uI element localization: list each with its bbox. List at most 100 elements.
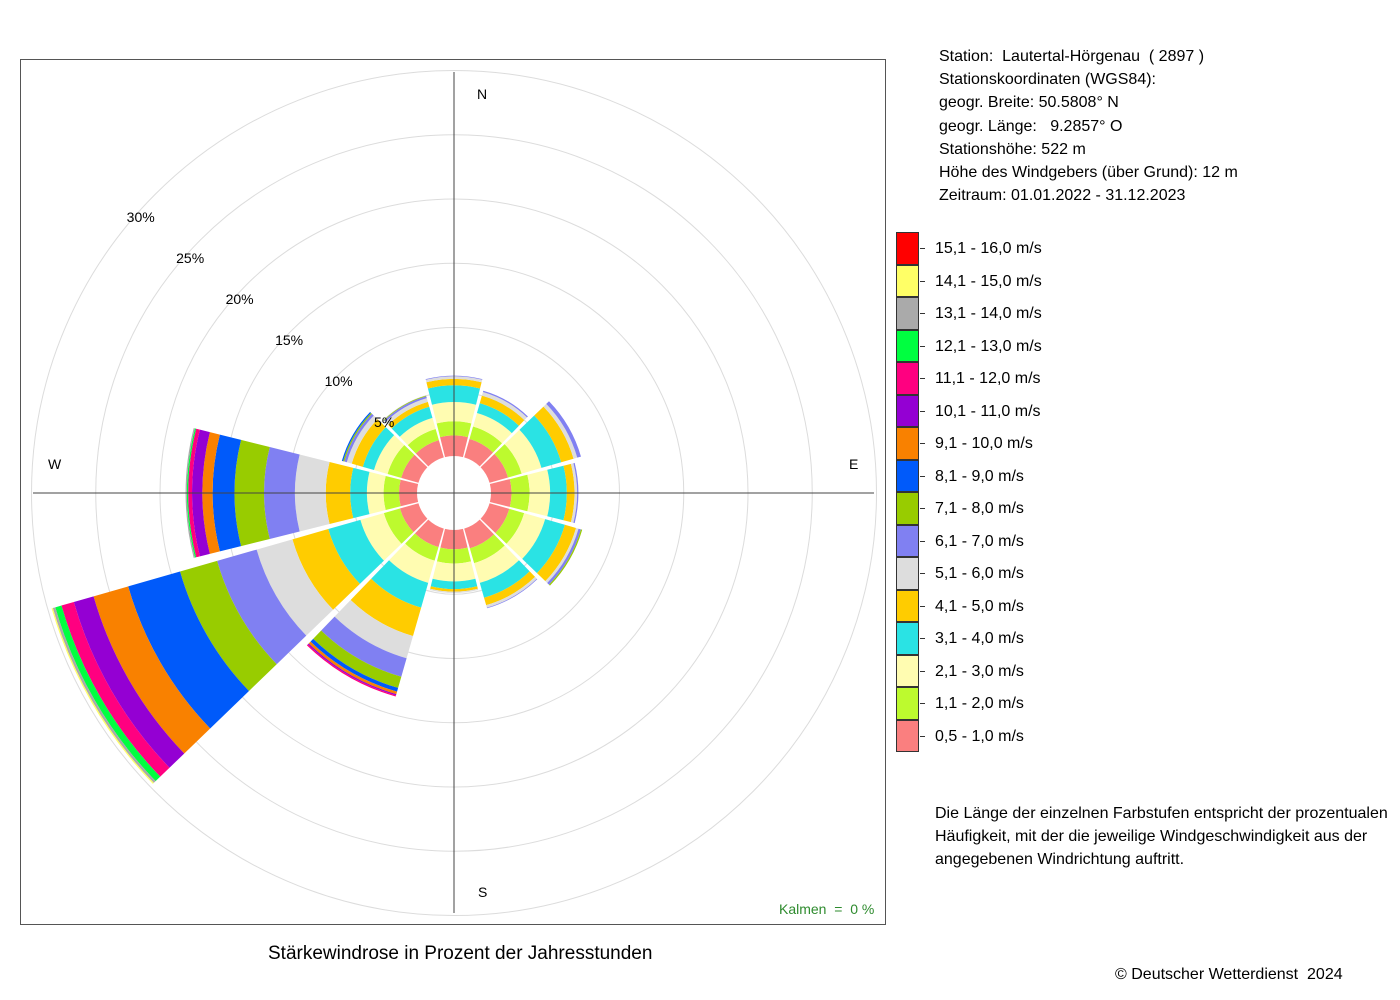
legend-tick xyxy=(920,540,925,542)
legend-tick xyxy=(920,508,925,509)
legend-swatch xyxy=(896,459,919,492)
rose-segment xyxy=(469,426,503,453)
rose-segment xyxy=(534,406,574,463)
rose-segment xyxy=(425,375,483,380)
ring-label: 20% xyxy=(225,290,254,307)
legend-item: 7,1 - 8,0 m/s xyxy=(896,492,1096,525)
legend-label: 4,1 - 5,0 m/s xyxy=(935,597,1024,615)
legend-tick xyxy=(920,703,925,704)
legend-item: 13,1 - 14,0 m/s xyxy=(896,297,1096,330)
legend-item: 2,1 - 3,0 m/s xyxy=(896,654,1096,687)
legend-tick xyxy=(920,605,925,607)
rose-segment xyxy=(474,545,519,583)
legend-label: 5,1 - 6,0 m/s xyxy=(935,565,1024,582)
legend-tick xyxy=(920,735,925,737)
rose-segment xyxy=(464,438,494,467)
rose-segment xyxy=(429,588,479,593)
rose-segment xyxy=(425,376,483,383)
rose-segment xyxy=(385,398,428,425)
station-info: Station: Lautertal-Hörgenau ( 2897 ) Sta… xyxy=(939,45,1238,207)
rose-segment xyxy=(73,596,185,768)
rose-segment xyxy=(480,453,509,483)
wind-rose-chart xyxy=(31,70,877,916)
legend-label: 1,1 - 2,0 m/s xyxy=(935,695,1024,712)
legend-item: 15,1 - 16,0 m/s xyxy=(896,232,1096,265)
legend-label: 0,5 - 1,0 m/s xyxy=(935,727,1024,745)
legend-label: 9,1 - 10,0 m/s xyxy=(935,435,1033,452)
station-line: Zeitraum: 01.01.2022 - 31.12.2023 xyxy=(939,187,1186,205)
rose-segment xyxy=(351,419,386,467)
rose-segment xyxy=(128,571,249,729)
calm-label: Kalmen = 0 % xyxy=(779,901,875,917)
legend-swatch xyxy=(896,687,919,720)
station-line: Stationskoordinaten (WGS84): xyxy=(939,71,1156,89)
legend-label: 10,1 - 11,0 m/s xyxy=(935,402,1041,420)
station-line: geogr. Breite: 50.5808° N xyxy=(939,94,1119,112)
rose-segment xyxy=(407,429,439,454)
legend-label: 6,1 - 7,0 m/s xyxy=(935,532,1024,550)
legend-tick xyxy=(920,638,925,639)
rose-segment xyxy=(391,406,433,437)
rose-segment xyxy=(495,508,525,544)
rose-segment xyxy=(292,529,360,610)
legend-tick xyxy=(920,313,925,314)
station-line: Stationshöhe: 522 m xyxy=(939,140,1086,158)
ring-label: 10% xyxy=(324,373,353,390)
legend-label: 13,1 - 14,0 m/s xyxy=(935,305,1042,322)
rose-segment xyxy=(389,543,435,583)
rose-segment xyxy=(185,428,195,558)
rose-segment xyxy=(61,602,170,777)
rose-segment xyxy=(360,513,402,561)
legend-swatch xyxy=(896,362,919,395)
ring-label: 5% xyxy=(374,414,395,431)
rose-segment xyxy=(430,586,478,592)
rose-segment xyxy=(547,528,581,585)
legend-item: 1,1 - 2,0 m/s xyxy=(896,687,1096,720)
legend-tick xyxy=(920,345,925,347)
legend-tick xyxy=(920,443,925,444)
legend-item: 10,1 - 11,0 m/s xyxy=(896,394,1096,427)
legend-item: 8,1 - 9,0 m/s xyxy=(896,459,1096,492)
legend-swatch xyxy=(896,589,919,622)
legend-tick xyxy=(920,573,925,574)
rose-segment xyxy=(401,454,428,483)
rose-segment xyxy=(519,415,562,468)
legend-tick xyxy=(920,475,925,477)
legend-swatch xyxy=(896,654,919,687)
legend-swatch xyxy=(896,719,919,752)
rose-segment xyxy=(399,503,428,533)
legend-label: 3,1 - 4,0 m/s xyxy=(935,630,1024,647)
rose-segment xyxy=(543,403,578,459)
rose-segment xyxy=(362,427,395,471)
rose-segment xyxy=(346,415,378,464)
legend-swatch xyxy=(896,329,919,362)
rose-segment xyxy=(310,638,399,692)
legend-swatch xyxy=(896,427,919,460)
compass-east: E xyxy=(849,456,859,472)
rose-segment xyxy=(383,508,414,544)
plot-frame: 5% 10% 15% 20% 25% 30% N E S W Kalmen = 0 % xyxy=(20,59,886,925)
legend-item: 11,1 - 12,0 m/s xyxy=(896,362,1096,395)
legend-item: 6,1 - 7,0 m/s xyxy=(896,524,1096,557)
legend-item: 5,1 - 6,0 m/s xyxy=(896,557,1096,590)
rose-segment xyxy=(188,428,200,558)
rose-segment xyxy=(350,578,422,637)
rose-segment xyxy=(371,560,429,608)
ring-label: 30% xyxy=(126,208,155,225)
rose-segment xyxy=(217,549,307,665)
legend-tick xyxy=(920,280,925,282)
legend-swatch xyxy=(896,264,919,297)
rose-segment xyxy=(479,395,525,426)
rose-segment xyxy=(464,519,494,549)
rose-segment xyxy=(480,503,510,533)
station-line: geogr. Länge: 9.2857° O xyxy=(939,117,1123,135)
legend-label: 7,1 - 8,0 m/s xyxy=(935,500,1024,517)
legend-item: 12,1 - 13,0 m/s xyxy=(896,329,1096,362)
rose-segment xyxy=(399,417,436,446)
rose-segment xyxy=(473,412,512,444)
rose-segment xyxy=(545,527,579,583)
explanation-note: Die Länge der einzelnen Farbstufen entsp… xyxy=(935,805,1388,869)
compass-south: S xyxy=(478,884,488,900)
rose-segment xyxy=(186,428,197,558)
rose-segment xyxy=(506,513,546,559)
